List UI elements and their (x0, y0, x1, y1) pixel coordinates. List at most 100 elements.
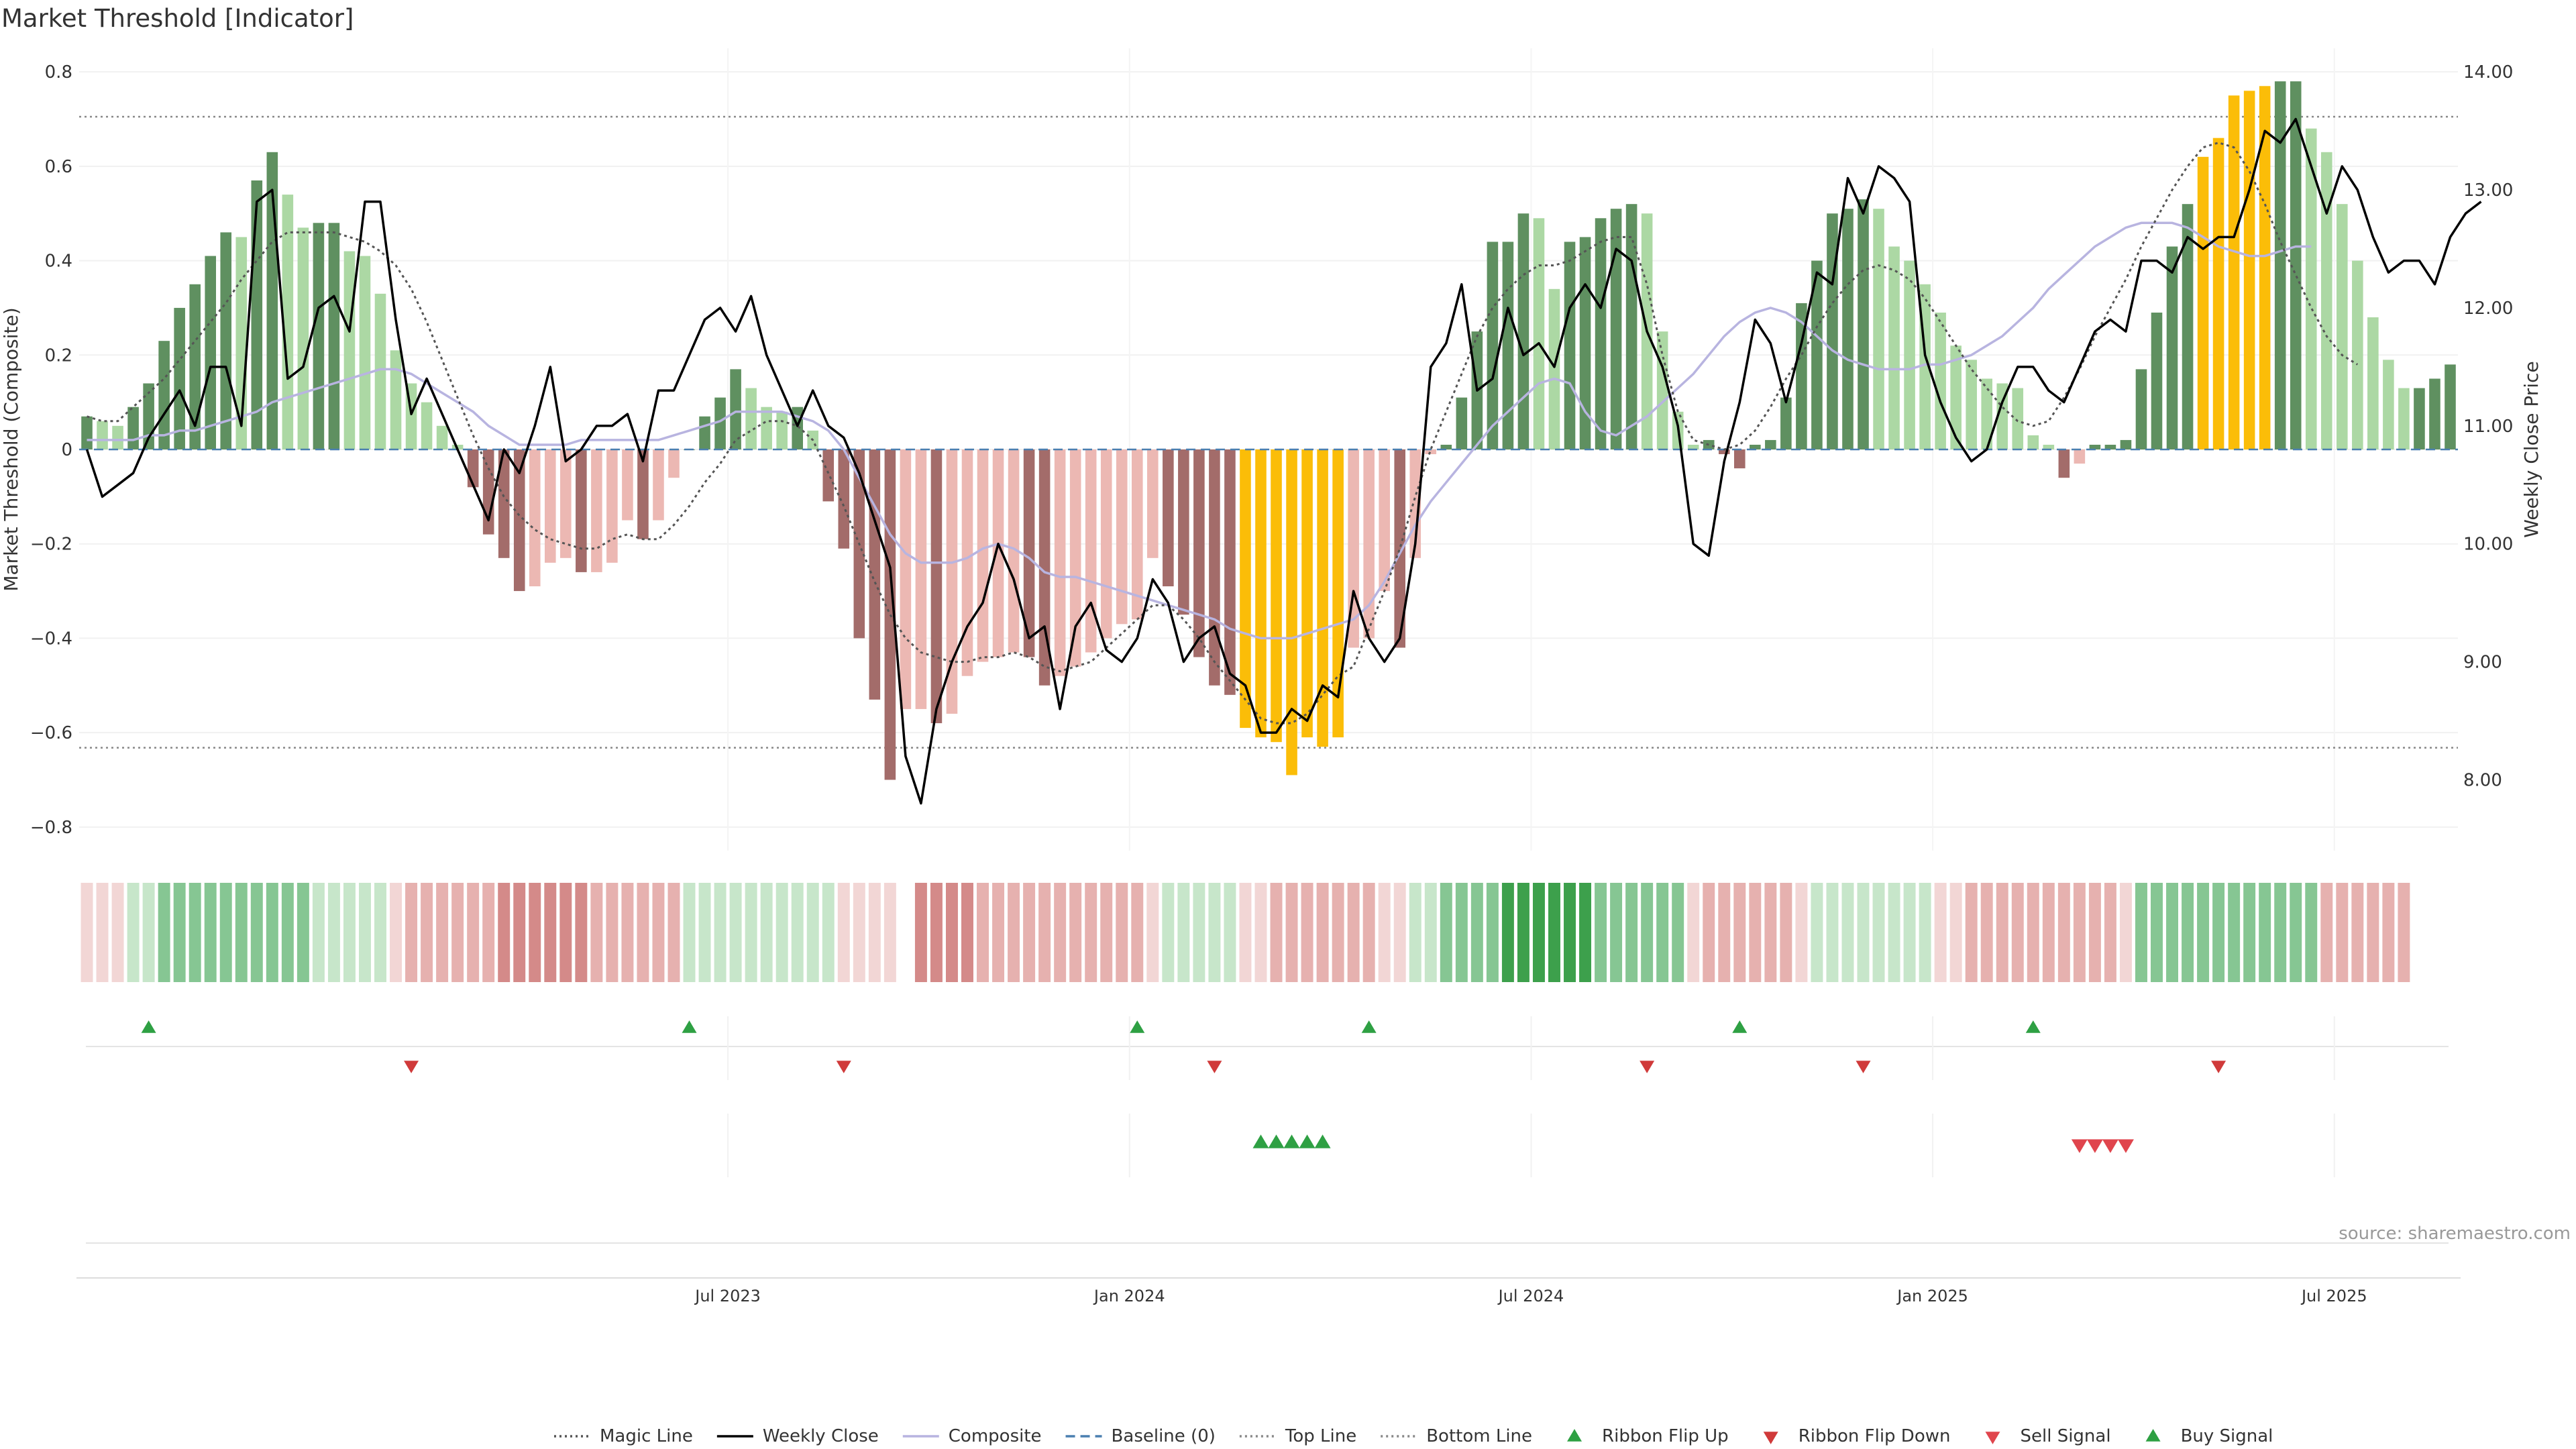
ribbon-cell (80, 883, 93, 982)
ribbon-cell (1254, 883, 1267, 982)
ribbon-cell (1285, 883, 1298, 982)
composite-bar (1038, 449, 1051, 686)
ribbon-cell (1486, 883, 1499, 982)
ribbon-cell (1811, 883, 1823, 982)
ribbon-cell (2135, 883, 2147, 982)
legend-label: Magic Line (600, 1426, 693, 1446)
ribbon-cell (1564, 883, 1576, 982)
composite-bar (2043, 444, 2055, 449)
buy-signal-marker (1268, 1134, 1285, 1148)
sell-signal-marker (2102, 1139, 2118, 1153)
ribbon-cell (544, 883, 557, 982)
ribbon-cell (637, 883, 649, 982)
ribbon-cell (1718, 883, 1731, 982)
composite-bar (2274, 81, 2286, 449)
ribbon-cell (977, 883, 989, 982)
ribbon-cell (219, 883, 232, 982)
ribbon-cell (1764, 883, 1777, 982)
ribbon-cell (1579, 883, 1592, 982)
composite-bar (1888, 246, 1900, 449)
legend-item: Composite (902, 1426, 1042, 1446)
composite-bar (1780, 397, 1792, 449)
composite-bar (2352, 260, 2363, 449)
ribbon-cell (1208, 883, 1221, 982)
x-tick-label: Jul 2024 (1497, 1287, 1564, 1305)
ribbon-flip-panel (86, 1016, 2449, 1080)
composite-bar (2135, 369, 2147, 449)
composite-bar (1950, 345, 1962, 449)
ribbon-cell (2104, 883, 2116, 982)
composite-bar (622, 449, 633, 521)
ribbon-cell (2336, 883, 2349, 982)
composite-bar (343, 251, 356, 449)
ribbon-cell (235, 883, 248, 982)
ribbon-cell (1532, 883, 1545, 982)
composite-bar (1935, 312, 1946, 449)
composite-bar (653, 449, 664, 521)
composite-bar (961, 449, 973, 676)
ribbon-cell (930, 883, 943, 982)
ribbon-cell (1826, 883, 1839, 982)
ribbon-cell (575, 883, 588, 982)
composite-bar (745, 388, 757, 449)
legend-label: Ribbon Flip Up (1602, 1426, 1729, 1446)
ribbon-flip-up-marker (1732, 1020, 1748, 1033)
ribbon-cell (1177, 883, 1190, 982)
composite-bar (1595, 218, 1607, 449)
ribbon-cell (1517, 883, 1529, 982)
ribbon-cell (914, 883, 927, 982)
composite-bar (591, 449, 602, 572)
ribbon-cell (1224, 883, 1236, 982)
ribbon-cell (1116, 883, 1128, 982)
y-tick-label-right: 14.00 (2463, 62, 2513, 83)
ribbon-cell (992, 883, 1005, 982)
ribbon-cell (2398, 883, 2410, 982)
composite-bar (112, 425, 123, 449)
composite-bar (2089, 444, 2101, 449)
ribbon-cell (513, 883, 526, 982)
legend: Magic Line Weekly Close Composite Baseline … (554, 1426, 2273, 1446)
ribbon-cell (1424, 883, 1437, 982)
composite-bar (2074, 449, 2086, 464)
legend-swatch (1567, 1429, 1582, 1442)
composite-bar (2012, 388, 2024, 449)
ribbon-cell (1440, 883, 1452, 982)
composite-bar (2320, 152, 2332, 449)
composite-bar (1147, 449, 1159, 558)
ribbon-flip-up-marker (1130, 1020, 1145, 1033)
ribbon-cell (837, 883, 850, 982)
ribbon-cell (281, 883, 294, 982)
ribbon-cell (2212, 883, 2225, 982)
composite-bar (930, 449, 943, 724)
ribbon-cell (482, 883, 495, 982)
composite-bar (2414, 388, 2425, 449)
legend-swatch (1985, 1432, 2000, 1444)
legend-label: Bottom Line (1426, 1426, 1532, 1446)
composite-bar (1085, 449, 1097, 653)
ribbon-cell (1332, 883, 1344, 982)
ribbon-cell (853, 883, 865, 982)
legend-label: Weekly Close (763, 1426, 879, 1446)
ribbon-cell (1872, 883, 1885, 982)
ribbon-cell (1501, 883, 1514, 982)
y-tick-label-left: 0.2 (45, 345, 72, 366)
ribbon-cell (1965, 883, 1978, 982)
ribbon-flip-down-marker (836, 1061, 851, 1073)
ribbon-cell (390, 883, 402, 982)
composite-bar (467, 449, 479, 488)
ribbon-cell (1980, 883, 1993, 982)
composite-bar (1858, 199, 1869, 449)
signal-panel (86, 1114, 2449, 1244)
ribbon-cell (1023, 883, 1036, 982)
ribbon-cell (868, 883, 881, 982)
composite-bar (1023, 449, 1035, 657)
composite-bar (158, 341, 170, 449)
composite-bar (97, 421, 108, 449)
sell-signal-marker (2071, 1139, 2088, 1153)
composite-bar (792, 407, 803, 449)
composite-bar (529, 449, 541, 587)
composite-bar (1379, 449, 1390, 592)
ribbon-flip-up-marker (2025, 1020, 2041, 1033)
composite-bar (2151, 312, 2163, 449)
